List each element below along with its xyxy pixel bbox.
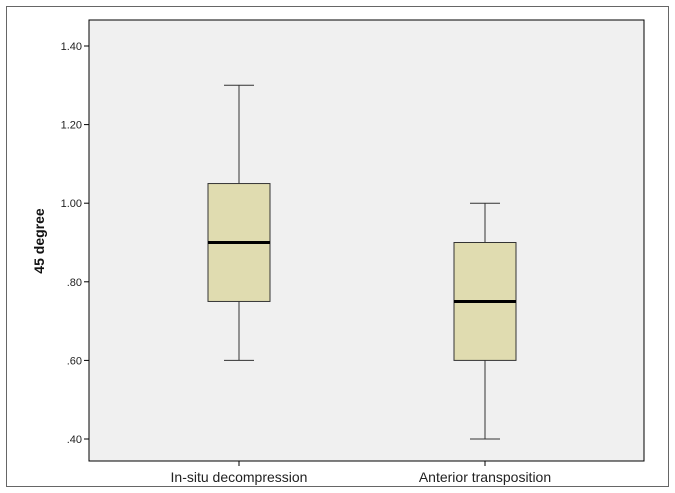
y-tick-label: .60 [67, 355, 82, 367]
y-tick-label: .80 [67, 277, 82, 289]
box-2 [453, 202, 517, 440]
x-category-label: Anterior transposition [419, 469, 551, 485]
box-series [207, 84, 517, 440]
y-tick-label: 1.40 [61, 41, 82, 53]
y-tick-label: 1.20 [61, 120, 82, 132]
x-axis-labels: In-situ decompression Anterior transposit… [171, 461, 551, 485]
y-tick-label: 1.00 [61, 198, 82, 210]
y-axis-title: 45 degree [31, 208, 47, 274]
x-category-label: In-situ decompression [171, 469, 308, 485]
plot-area [88, 19, 645, 462]
y-tick-label: .40 [67, 434, 82, 446]
y-axis: .40 .60 .80 1.00 1.20 1.40 [61, 41, 89, 446]
box-1 [207, 84, 271, 361]
figure-border [6, 6, 669, 487]
